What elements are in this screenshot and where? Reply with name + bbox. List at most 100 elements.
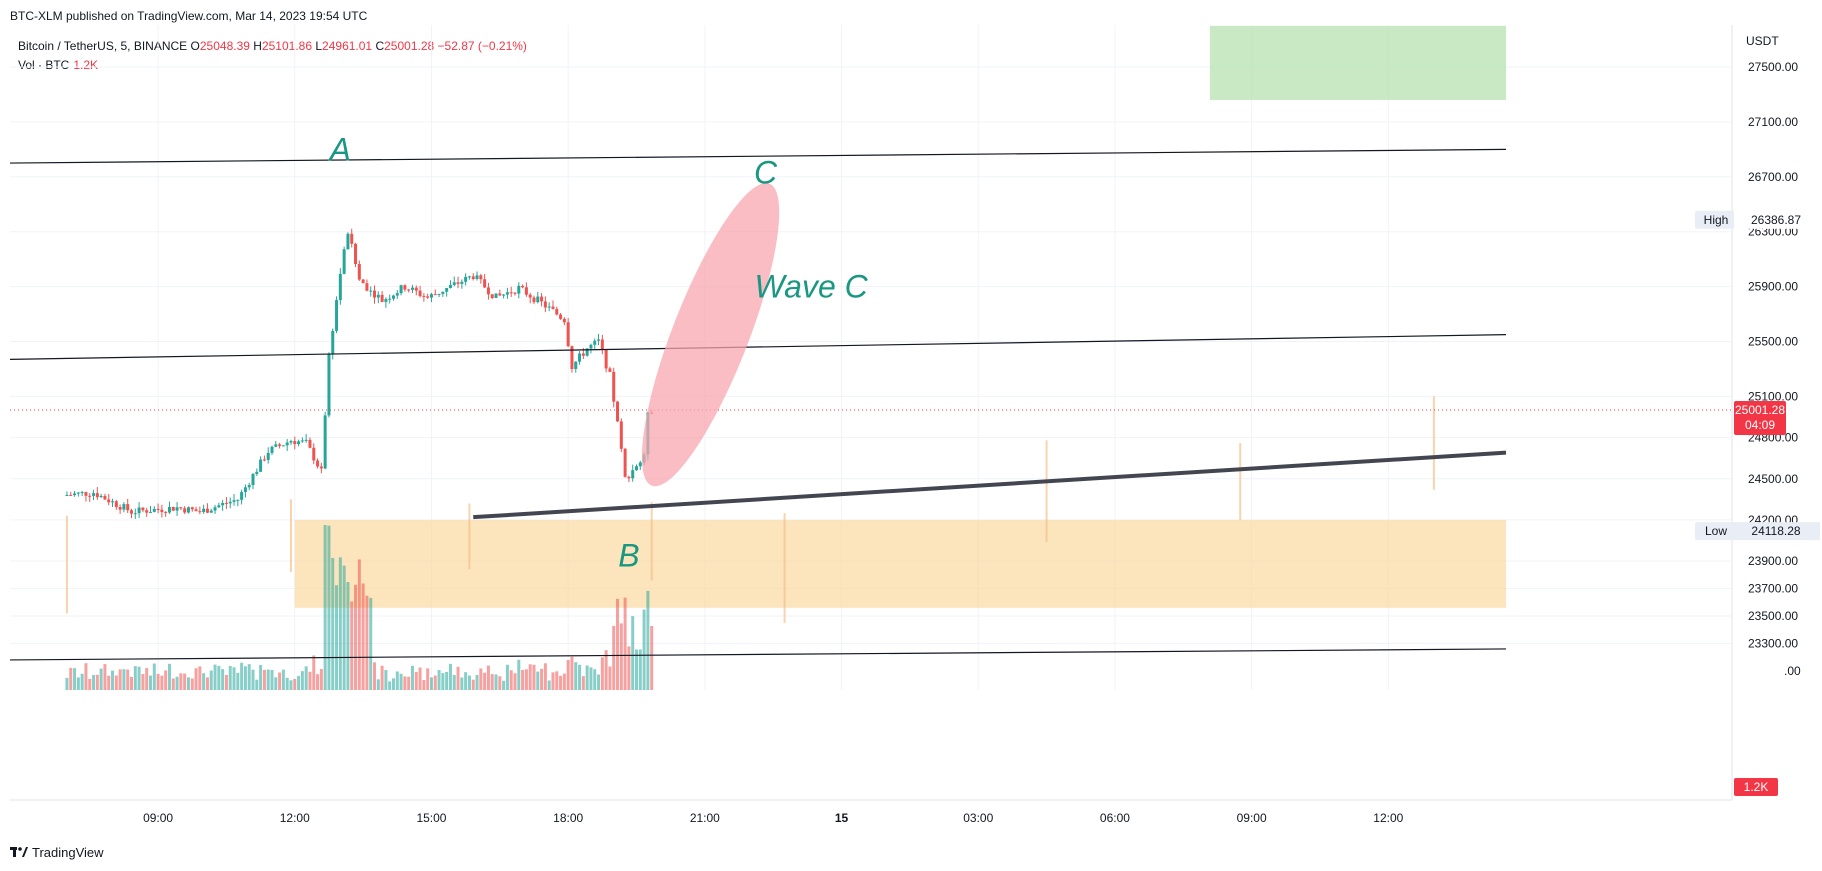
trendlines-layer[interactable] [9, 148, 1507, 661]
volume-bar [183, 673, 187, 690]
demand-zone[interactable] [294, 519, 1507, 608]
volume-label[interactable]: Vol · BTC [18, 58, 70, 72]
candle [316, 458, 320, 469]
volume-bar [297, 675, 301, 690]
candle-body [422, 295, 426, 297]
time-tick-label: 06:00 [1100, 811, 1130, 825]
candle [73, 490, 77, 497]
price-tick-label: 27500.00 [1748, 60, 1798, 74]
volume-bar [467, 675, 471, 690]
volume-bar [566, 660, 570, 690]
volume-bar [631, 616, 635, 690]
candle [464, 273, 468, 286]
candle-body [418, 290, 422, 296]
candle [380, 291, 384, 303]
candle [251, 473, 255, 490]
candle-body [612, 371, 616, 402]
candle [335, 296, 339, 334]
candle [84, 491, 88, 502]
candle [486, 282, 490, 300]
wave-ellipse[interactable] [616, 170, 805, 500]
candle-body [289, 441, 293, 443]
volume-bar [471, 679, 475, 690]
candle [604, 349, 608, 373]
volume-bar [164, 670, 168, 690]
candle-body [619, 421, 623, 449]
candle [456, 276, 460, 289]
candle [608, 366, 612, 373]
candle-body [281, 445, 285, 447]
last-price-tag-bg [1734, 400, 1786, 435]
volume-bar [274, 677, 278, 690]
candle-body [627, 476, 631, 479]
candle-body [540, 296, 544, 302]
volume-bar [300, 671, 304, 690]
volume-bar [403, 676, 407, 690]
tradingview-brand[interactable]: TradingView [10, 845, 104, 860]
candle [384, 297, 388, 308]
volume-bar [448, 663, 452, 690]
candle [391, 294, 395, 301]
candle [475, 271, 479, 281]
candle-body [145, 510, 149, 513]
price-tick-label: .00 [1784, 664, 1801, 678]
candle-body [221, 502, 225, 506]
candle [399, 284, 403, 296]
candle-body [467, 276, 471, 278]
volume-bar [335, 585, 339, 690]
volume-bar [186, 677, 190, 690]
candle [156, 503, 160, 514]
candle [593, 338, 597, 349]
volume-bar [604, 650, 608, 690]
volume-bar [543, 663, 547, 690]
volume-bar [130, 676, 134, 690]
axes: 27500.0027100.0026700.0026300.0025900.00… [10, 25, 1820, 825]
candle-body [312, 447, 316, 461]
time-tick-label: 21:00 [690, 811, 720, 825]
candle [164, 511, 168, 517]
candle-body [130, 510, 134, 514]
volume-bar [410, 665, 414, 690]
candle-body [574, 361, 578, 369]
volume-bar [259, 665, 263, 690]
candle-body [255, 471, 259, 475]
target-zone[interactable] [1209, 25, 1507, 100]
candle [281, 445, 285, 447]
volume-bar [221, 669, 225, 690]
candle [198, 506, 202, 515]
candle [445, 287, 449, 297]
candle-body [445, 288, 449, 292]
volume-bar [285, 677, 289, 690]
trendline[interactable] [9, 334, 1507, 360]
trendline[interactable] [9, 648, 1507, 661]
candle [524, 282, 528, 297]
candle-body [278, 444, 282, 446]
candle-body [581, 353, 585, 356]
candle [600, 334, 604, 355]
time-tick-label: 15:00 [416, 811, 446, 825]
volume-bar [156, 673, 160, 690]
trendline[interactable] [9, 148, 1507, 164]
price-tick-label: 23900.00 [1748, 554, 1798, 568]
candle-body [490, 294, 494, 298]
volume-bar [464, 672, 468, 690]
trendline[interactable] [473, 450, 1507, 520]
volume-bar [437, 670, 441, 690]
symbol-name[interactable]: Bitcoin / TetherUS, 5, BINANCE [18, 39, 188, 53]
candle-body [475, 275, 479, 279]
candle [502, 294, 506, 299]
candle [547, 302, 551, 312]
volume-layer [65, 525, 654, 690]
candle-body [464, 276, 468, 282]
candle [76, 492, 80, 497]
candle [209, 508, 213, 513]
candle-body [209, 510, 213, 513]
volume-bar [574, 662, 578, 690]
publisher-line: BTC-XLM published on TradingView.com, Ma… [10, 9, 368, 23]
ellipse-layer[interactable] [616, 170, 805, 500]
volume-bar [456, 666, 460, 690]
candle [623, 447, 627, 478]
candle [217, 502, 221, 508]
candle [179, 506, 183, 511]
